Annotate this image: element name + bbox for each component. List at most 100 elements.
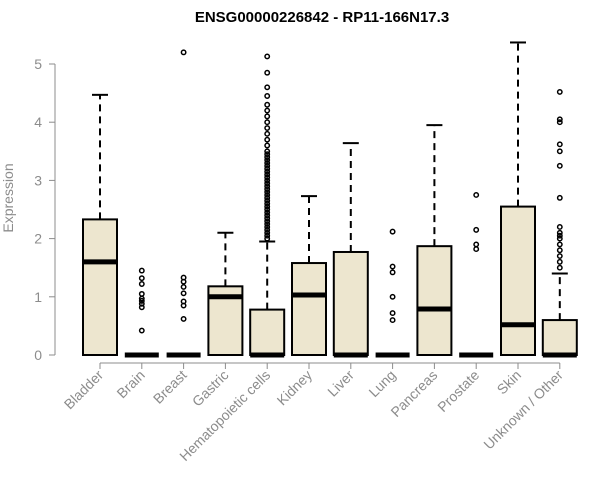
box-group (291, 195, 327, 357)
outlier-point (556, 194, 563, 201)
outlier-point (138, 275, 145, 282)
outlier-point (389, 263, 396, 270)
outlier-point (556, 247, 563, 254)
outlier-point (556, 229, 563, 236)
outlier-point (556, 241, 563, 248)
x-tick-label: Prostate (434, 367, 482, 415)
box-group (166, 49, 201, 358)
outlier-point (264, 113, 271, 120)
outlier-point (180, 283, 187, 290)
outlier-point (264, 194, 271, 201)
outlier-point (138, 297, 145, 304)
y-tick-label: 4 (34, 114, 42, 130)
outlier-point (264, 209, 271, 216)
outlier-point (264, 171, 271, 178)
box-group (249, 53, 286, 358)
outlier-point (264, 159, 271, 166)
outlier-point (264, 174, 271, 181)
outlier-point (264, 53, 271, 60)
outlier-point (264, 221, 271, 228)
x-tick-label: Liver (324, 367, 357, 400)
outlier-point (556, 162, 563, 169)
outlier-point (556, 88, 563, 95)
y-axis: 0 1 2 3 4 5 (34, 56, 56, 363)
outlier-point (264, 168, 271, 175)
outlier-point (264, 136, 271, 143)
outlier-point (264, 93, 271, 99)
box-group (416, 124, 453, 356)
outlier-point (389, 269, 396, 276)
outlier-point (180, 274, 187, 281)
box-body (332, 250, 369, 356)
outlier-point (556, 224, 563, 230)
x-tick-label: Lung (365, 367, 398, 400)
outlier-point (556, 141, 563, 148)
outlier-point (264, 232, 271, 239)
outlier-point (138, 267, 145, 274)
outlier-point (264, 203, 271, 210)
y-tick-label: 2 (34, 231, 42, 247)
outlier-point (556, 116, 563, 123)
outlier-point (264, 162, 271, 169)
plot-area (82, 41, 578, 358)
outlier-point (264, 215, 271, 222)
x-tick-label: Kidney (274, 367, 316, 409)
outlier-point (264, 212, 271, 219)
chart-title: ENSG00000226842 - RP11-166N17.3 (195, 9, 449, 26)
x-tick-label: Brain (113, 367, 147, 401)
y-axis-label: Expression (0, 163, 16, 232)
outlier-point (264, 130, 271, 137)
outlier-point (138, 304, 145, 311)
outlier-point (138, 327, 145, 334)
outlier-point (264, 154, 271, 161)
outlier-point (264, 192, 271, 198)
outlier-point (264, 101, 271, 108)
box-body (541, 319, 578, 356)
box-body (416, 245, 453, 356)
outlier-point (264, 84, 271, 91)
outlier-point (264, 197, 271, 204)
outlier-point (389, 310, 396, 317)
outlier-point (264, 157, 271, 163)
box-body (500, 205, 536, 356)
outlier-point (389, 317, 396, 324)
outlier-point (264, 200, 271, 207)
outlier-point (264, 151, 271, 158)
box-group (500, 41, 536, 356)
outlier-point (264, 69, 271, 76)
x-tick-label: Unknown / Other (480, 367, 566, 453)
outlier-point (264, 235, 271, 242)
y-tick-label: 5 (34, 56, 42, 72)
outlier-point (180, 49, 187, 56)
outlier-point (264, 148, 271, 155)
outlier-point (264, 142, 271, 149)
y-tick-label: 1 (34, 289, 42, 305)
box-body (82, 218, 118, 356)
outlier-point (473, 226, 480, 233)
outlier-point (556, 264, 563, 271)
outlier-point (264, 206, 271, 213)
outlier-point (138, 281, 145, 287)
outlier-point (180, 298, 187, 305)
outlier-point (264, 218, 271, 225)
outlier-point (264, 107, 271, 114)
y-tick-label: 0 (34, 347, 42, 363)
outlier-point (556, 232, 563, 239)
box-body (249, 308, 286, 357)
box-group (82, 93, 118, 356)
outlier-point (264, 125, 271, 131)
box-group (459, 192, 494, 358)
x-tick-label: Breast (150, 367, 190, 407)
x-tick-label: Skin (494, 367, 525, 398)
box-body (291, 262, 327, 357)
outlier-point (556, 258, 563, 265)
outlier-point (138, 290, 145, 297)
outlier-point (264, 224, 271, 230)
outlier-point (264, 183, 271, 190)
outlier-point (264, 177, 271, 184)
outlier-point (556, 148, 563, 155)
box-group (375, 228, 410, 358)
outlier-point (264, 189, 271, 195)
outlier-point (473, 246, 480, 253)
outlier-point (473, 192, 480, 198)
